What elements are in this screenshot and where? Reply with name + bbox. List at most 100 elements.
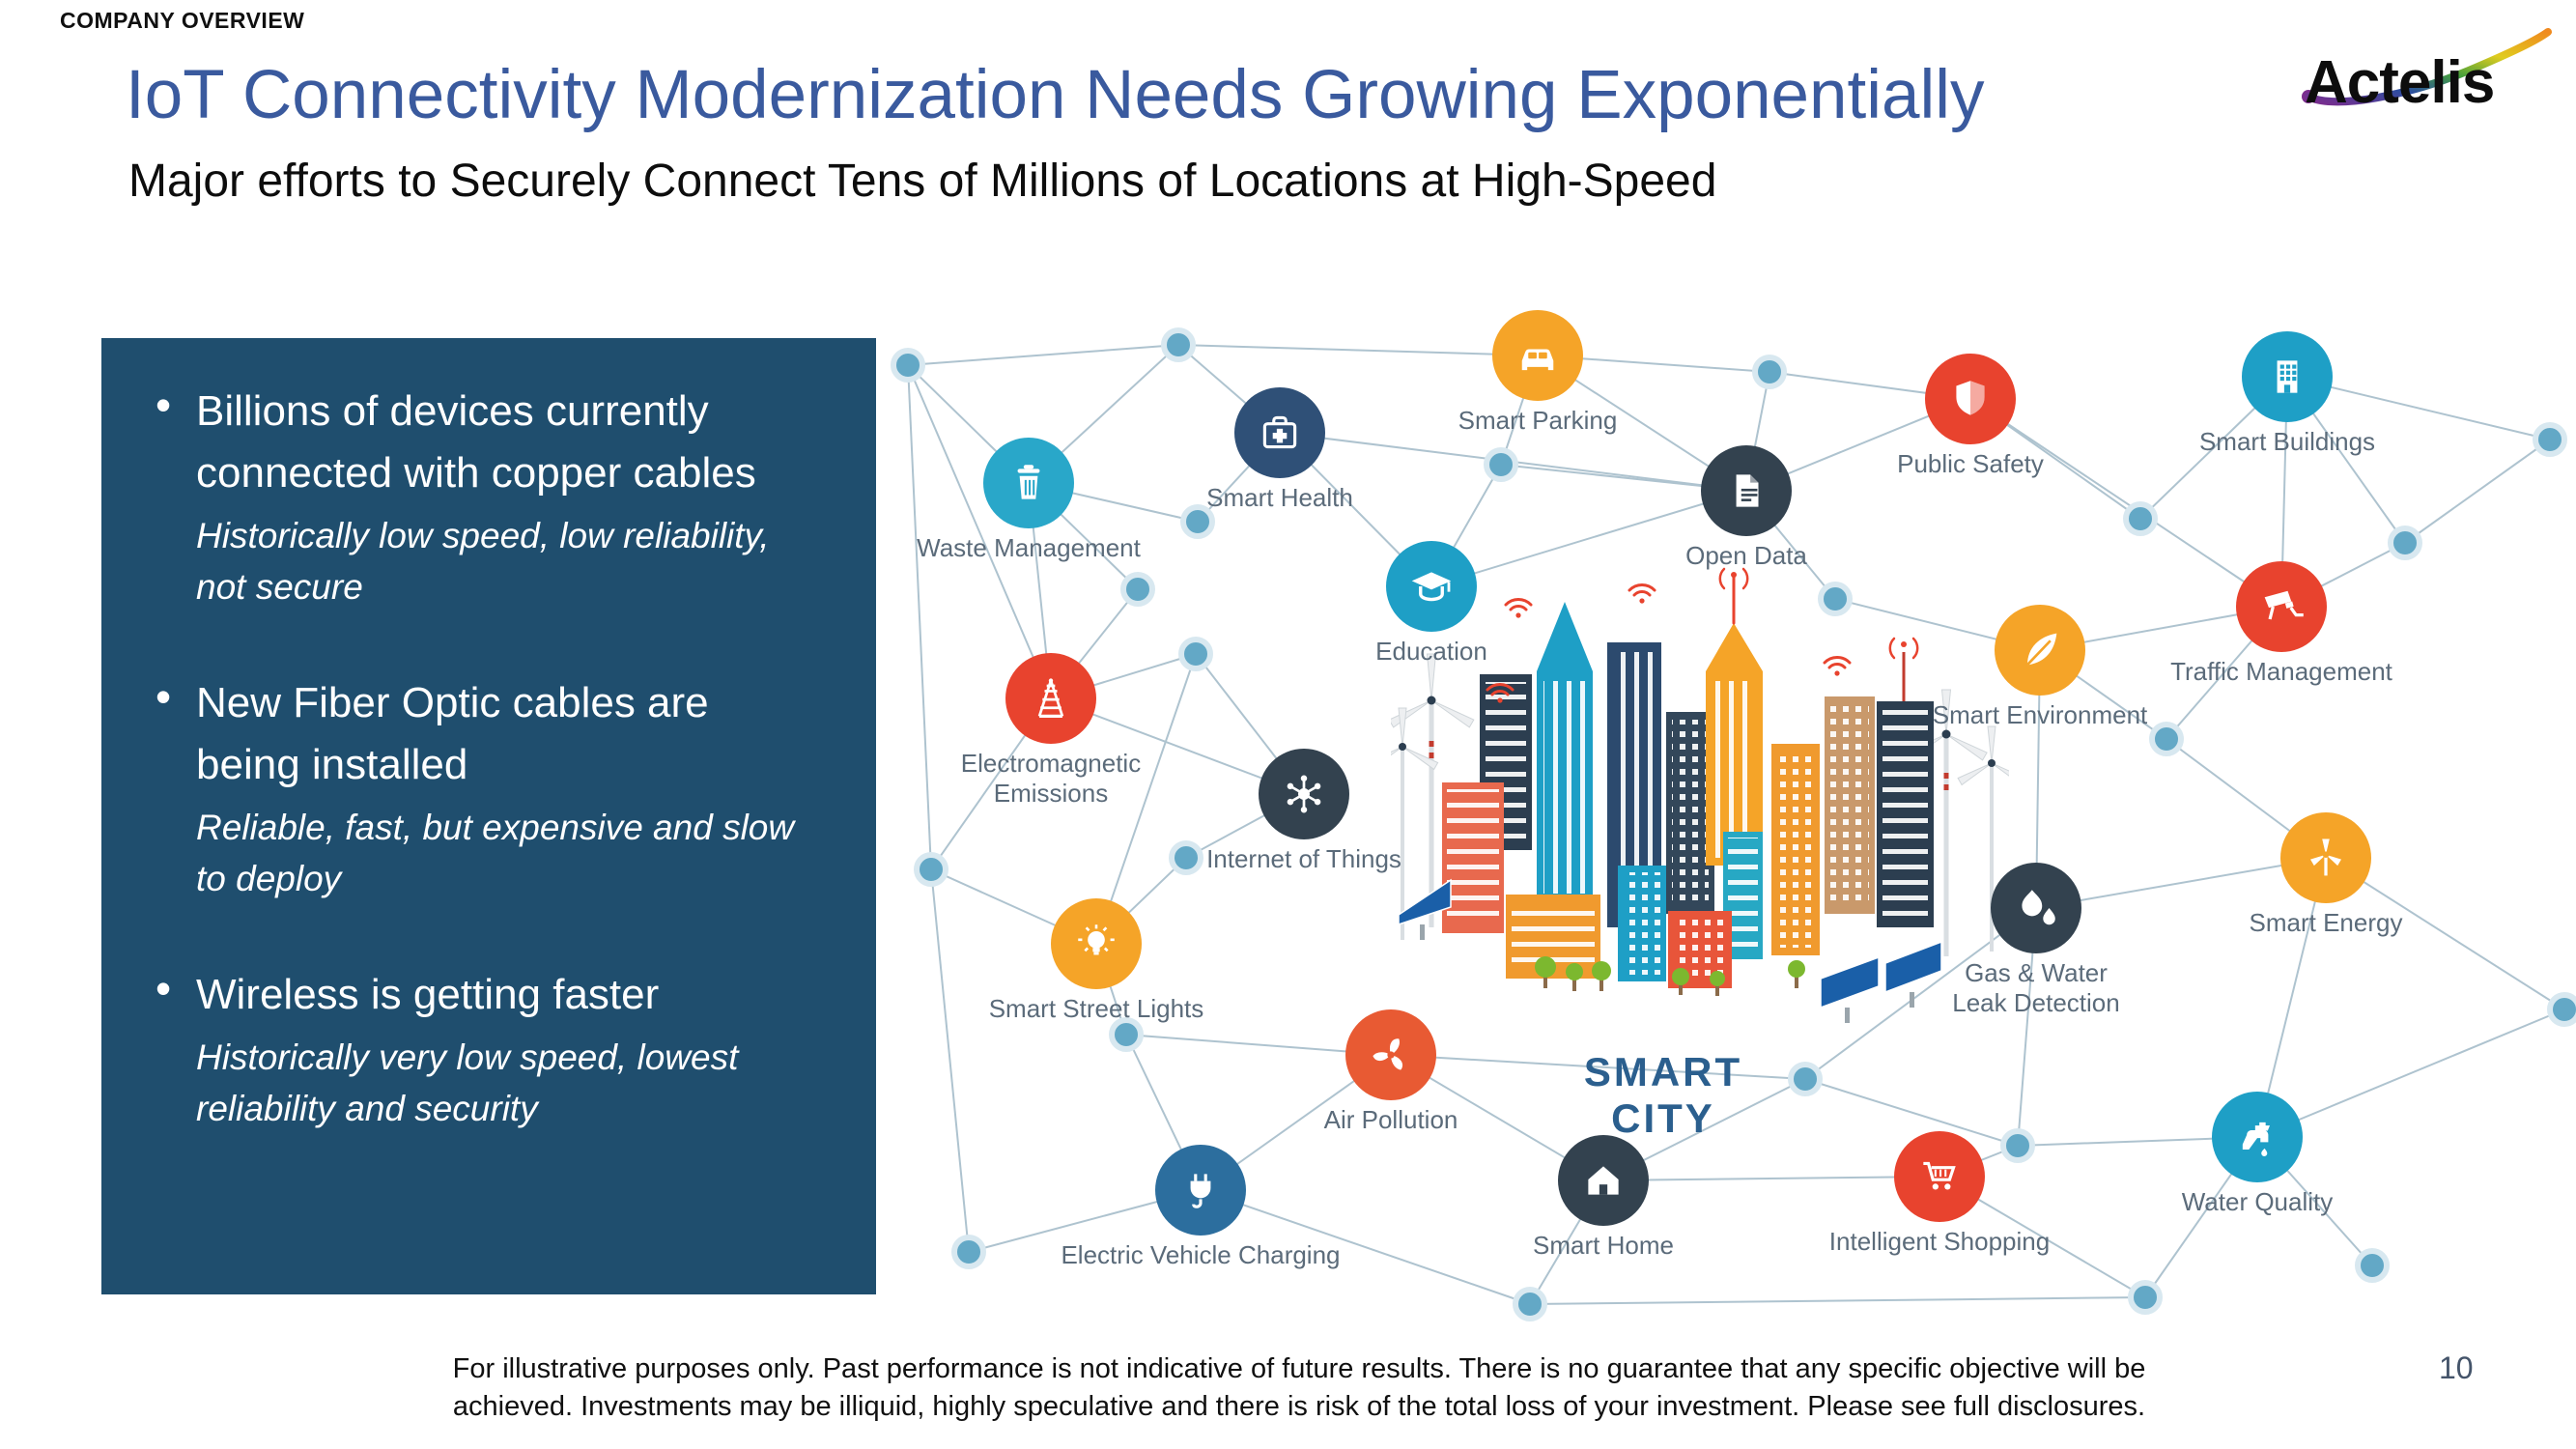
wind-turbine-icon [1391, 653, 2009, 956]
diagram-label-iot: Internet of Things [1206, 844, 1401, 873]
disclaimer: For illustrative purposes only. Past per… [319, 1350, 2279, 1426]
diagram-label-gw: Gas & Water Leak Detection [1952, 958, 2120, 1017]
diagram-label-sh: Smart Health [1206, 483, 1353, 512]
network-edge [2256, 1009, 2565, 1138]
diagram-node-ssl [1051, 898, 1142, 989]
house-icon [1588, 1166, 1619, 1195]
network-dot [1180, 504, 1215, 539]
network-dot [2355, 1248, 2390, 1283]
network-edge [907, 364, 932, 870]
cctv-icon [2264, 590, 2304, 620]
faucet-icon [2242, 1122, 2270, 1157]
diagram-node-sen [2280, 812, 2371, 903]
network-dot [1169, 840, 1203, 875]
diagram-node-sh [1234, 387, 1325, 478]
network-edge [1804, 907, 2037, 1080]
network-dot [1120, 572, 1155, 607]
slide-title: IoT Connectivity Modernization Needs Gro… [126, 57, 1985, 133]
network-edge [1804, 1078, 2019, 1147]
diagram-label-home: Smart Home [1533, 1231, 1674, 1260]
diagram-node-od [1701, 445, 1792, 536]
bullet-fiber: New Fiber Optic cables are being install… [154, 670, 820, 904]
network-dot [951, 1235, 986, 1269]
diagram-label-sen: Smart Energy [2249, 908, 2403, 937]
diagram-label-sb: Smart Buildings [2198, 427, 2376, 456]
logo-swoosh-icon [2302, 28, 2552, 106]
network-dot [2388, 526, 2422, 560]
network-edge [1177, 344, 1539, 356]
network-dot [1752, 355, 1787, 389]
network-dot [2533, 422, 2567, 457]
diagram-label-wq: Water Quality [2181, 1187, 2334, 1216]
diagram-label-is: Intelligent Shopping [1828, 1227, 2051, 1256]
network-dot [1818, 582, 1853, 616]
car-icon [1521, 349, 1554, 371]
hub-icon [1287, 775, 1321, 813]
network-edge [1200, 1189, 1531, 1305]
eyebrow-header: COMPANY OVERVIEW [60, 8, 305, 33]
diagram-label-ee: Electromagnetic Emissions [960, 749, 1142, 808]
network-edge [1390, 1054, 1806, 1080]
network-edge [1969, 398, 2282, 608]
turbine-icon [2310, 838, 2341, 876]
network-dot [2128, 1280, 2163, 1315]
logo-wordmark: Actelis [2305, 49, 2495, 116]
diagram-node-wm [983, 438, 1074, 528]
bullet-note: Reliable, fast, but expensive and slow t… [196, 807, 795, 898]
building-icon [2277, 360, 2298, 393]
diagram-node-gw [1991, 863, 2081, 953]
network-edge [1095, 653, 1197, 945]
diagram-label-se: Smart Environment [1932, 700, 2148, 729]
network-edge [2035, 857, 2327, 909]
diagram-node-tm [2236, 561, 2327, 652]
network-dot [1484, 447, 1518, 482]
network-edge [1430, 490, 1747, 587]
leaf-icon [2026, 633, 2057, 667]
diagram-node-ps [1925, 354, 2016, 444]
network-dot [1513, 1287, 1547, 1321]
network-edge [2404, 439, 2551, 544]
diagram-label-tm: Traffic Management [2170, 657, 2392, 686]
disclaimer-line2: achieved. Investments may be illiquid, h… [452, 1390, 2146, 1422]
shield-icon [1956, 381, 1985, 415]
network-dot [2000, 1128, 2035, 1163]
bullet-note: Historically very low speed, lowest reli… [196, 1037, 739, 1129]
bulb-icon [1078, 924, 1115, 955]
bullet-wireless: Wireless is getting faster Historically … [154, 962, 820, 1134]
key-points-panel: Billions of devices currently connected … [101, 338, 876, 1294]
diagram-node-ev [1155, 1145, 1246, 1236]
diagram-node-wq [2212, 1092, 2303, 1182]
trash-icon [1017, 465, 1040, 499]
network-dot [2123, 501, 2158, 536]
diagram-node-ee [1005, 653, 1096, 744]
network-edge [2325, 857, 2565, 1010]
diagram-label-ap: Air Pollution [1323, 1105, 1458, 1134]
network-edge [1529, 1296, 2146, 1305]
smart-city-label: SMART CITY [1583, 1049, 1743, 1141]
cart-icon [1923, 1161, 1956, 1190]
diagram-label-ps: Public Safety [1897, 449, 2044, 478]
diagram-node-se [1995, 605, 2085, 696]
trees [1535, 956, 1805, 996]
network-dot [2547, 992, 2576, 1027]
diagram-label-ev: Electric Vehicle Charging [1061, 1240, 1341, 1269]
diagram-label-ed: Education [1375, 637, 1487, 666]
document-icon [1736, 474, 1759, 507]
diagram-label-od: Open Data [1685, 541, 1807, 570]
graduation-icon [1411, 572, 1452, 602]
bullet-list: Billions of devices currently connected … [101, 338, 876, 1135]
network-dot [1161, 327, 1196, 362]
wifi-icon [1486, 567, 1919, 703]
diagram-node-ed [1386, 541, 1477, 632]
smart-city-illustration [1391, 567, 2009, 1023]
fan-icon [1373, 1038, 1403, 1070]
network-edge [930, 868, 970, 1253]
bullet-note: Historically low speed, low reliability,… [196, 515, 770, 607]
diagram-node-sb [2242, 331, 2333, 422]
diagram-label-wm: Waste Management [917, 533, 1141, 562]
actelis-logo: Actelis [2295, 25, 2565, 126]
bullet-title: Billions of devices currently connected … [196, 387, 756, 497]
diagram-label-sp: Smart Parking [1458, 406, 1618, 435]
diagram-node-ap [1345, 1009, 1436, 1100]
network-dot [2149, 722, 2184, 756]
